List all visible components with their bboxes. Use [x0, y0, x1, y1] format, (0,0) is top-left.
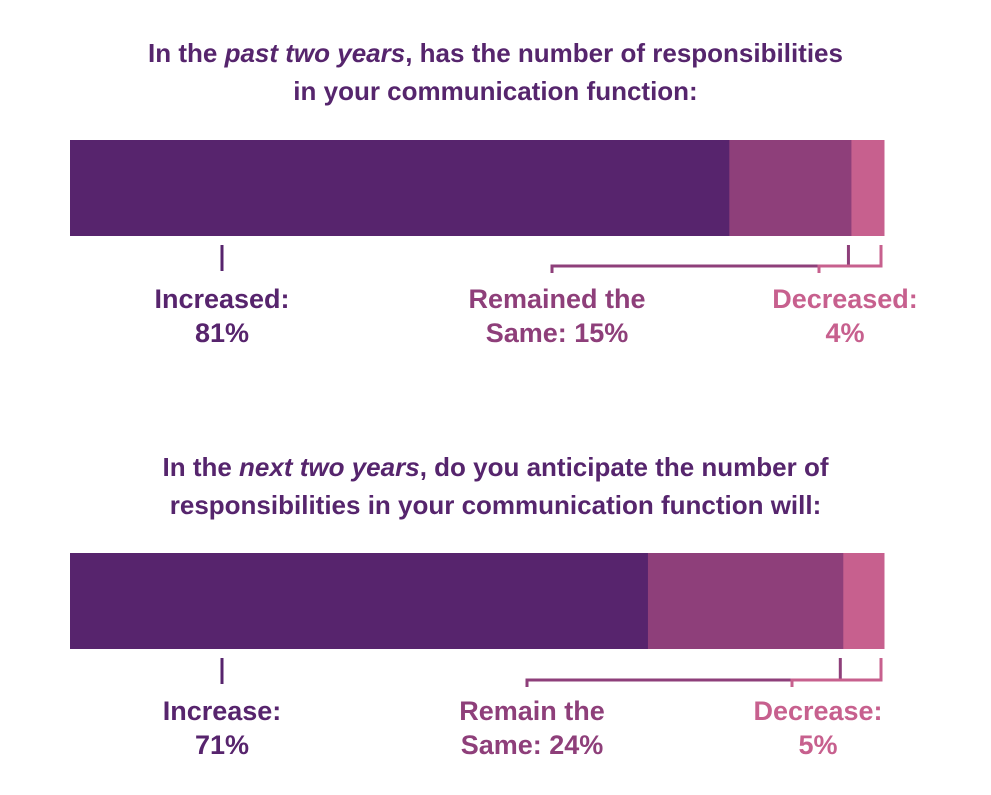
label-same-line1: Remain the: [459, 694, 605, 728]
label-same: Remain theSame: 24%: [459, 694, 605, 762]
label-increase-line2: 71%: [163, 728, 282, 762]
bar-segment-same: [648, 553, 844, 649]
leader-line-decrease: [792, 658, 881, 687]
chart-2-svg: [0, 0, 991, 795]
bar-segment-decrease: [843, 553, 884, 649]
label-increase-line1: Increase:: [163, 694, 282, 728]
label-decrease-line2: 5%: [753, 728, 882, 762]
label-decrease-line1: Decrease:: [753, 694, 882, 728]
label-increase: Increase:71%: [163, 694, 282, 762]
label-same-line2: Same: 24%: [459, 728, 605, 762]
bar-segment-increase: [70, 553, 648, 649]
label-decrease: Decrease:5%: [753, 694, 882, 762]
